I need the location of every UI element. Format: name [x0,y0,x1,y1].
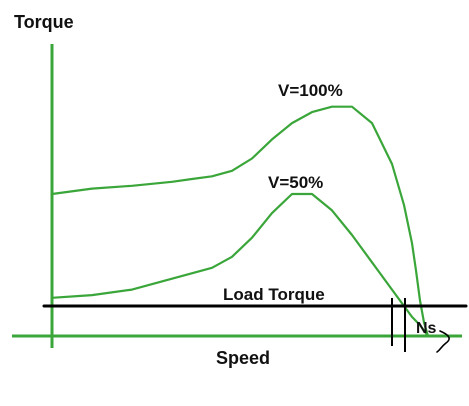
series-label-v100: V=100% [278,81,343,100]
y-axis-label: Torque [14,12,74,32]
ns-pointer-squiggle [436,330,450,353]
x-axis-label: Speed [216,348,270,368]
load-torque-label: Load Torque [223,285,325,304]
series-line-0 [50,105,430,338]
series-label-v50: V=50% [268,173,323,192]
synchronous-speed-label: Ns [416,320,437,337]
series-line-1 [50,192,430,338]
